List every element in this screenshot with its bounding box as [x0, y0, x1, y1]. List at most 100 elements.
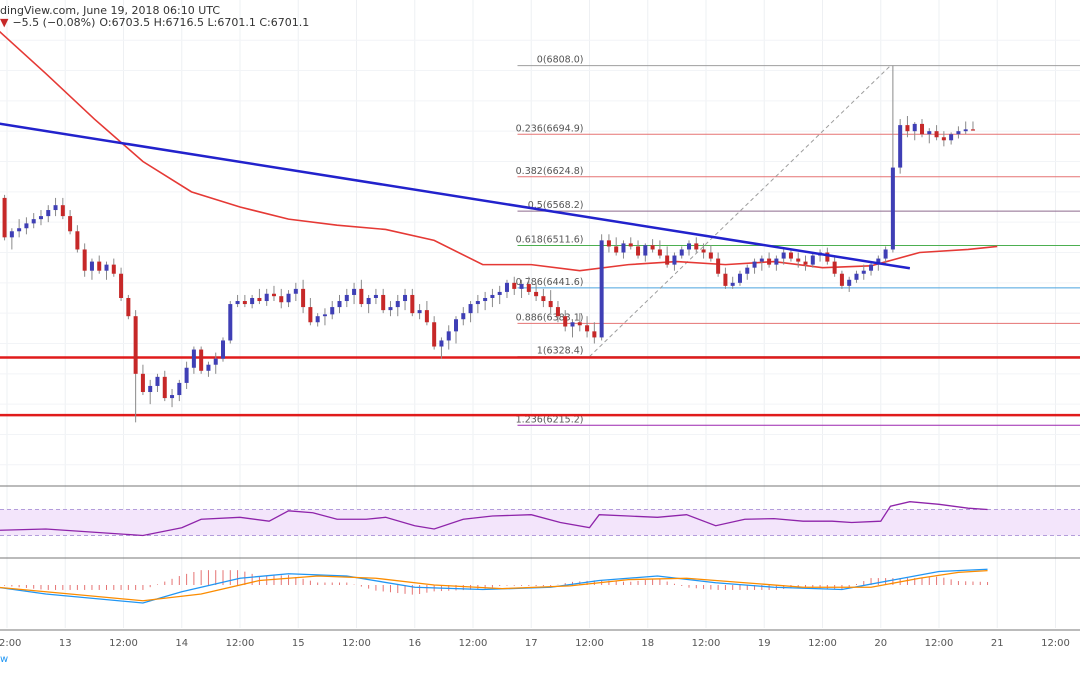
x-axis: 12:00 13 12:00 14 12:00 15 12:00 16 12:00 17 12:00… [0, 638, 1070, 649]
candle-body [417, 310, 422, 314]
candle-body [68, 216, 73, 232]
rsi-band [0, 509, 1080, 536]
candle-body [730, 282, 735, 286]
candle-body [403, 294, 408, 302]
x-tick-label: 21 [991, 638, 1004, 649]
x-tick-label: 12:00 [925, 638, 954, 649]
candle-body [614, 246, 619, 253]
chart-source-date: dingView.com, June 19, 2018 06:10 UTC [0, 3, 221, 17]
fib-label: 1.236(6215.2) [516, 414, 584, 425]
candle-body [301, 288, 306, 308]
x-tick-label: 14 [175, 638, 188, 649]
candle-body [46, 210, 51, 217]
candle-body [832, 261, 837, 274]
candle-body [650, 245, 655, 250]
fib-label: 0.382(6624.8) [516, 166, 584, 177]
candle-body [636, 246, 641, 256]
candle-body [257, 297, 262, 302]
candle-body [82, 249, 87, 271]
candle-body [898, 125, 903, 168]
candle-body [432, 322, 437, 347]
candle-body [796, 258, 801, 262]
x-tick-label: 12:00 [808, 638, 837, 649]
candle-body [934, 131, 939, 138]
candle-body [890, 167, 895, 250]
macd-signal-line [0, 569, 988, 602]
x-tick-label: 12:00 [1041, 638, 1070, 649]
candle-body [162, 376, 167, 399]
chart-header: dingView.com, June 19, 2018 06:10 UTC [0, 0, 220, 20]
candle-body [424, 310, 429, 323]
price-change-arrow-icon: ▼ [0, 15, 9, 29]
candle-body [410, 294, 415, 314]
candle-body [75, 231, 80, 250]
fib-label: 0(6808.0) [537, 55, 584, 66]
macd-line [0, 568, 988, 604]
candle-body [104, 264, 109, 271]
candle-body [359, 288, 364, 305]
x-tick-label: 15 [292, 638, 305, 649]
candle-body [446, 331, 451, 341]
x-tick-label: 20 [874, 638, 887, 649]
candle-body [839, 273, 844, 286]
x-tick-label: 12:00 [226, 638, 255, 649]
candle-body [854, 273, 859, 280]
candle-body [199, 349, 204, 371]
brand-mark: w [0, 654, 9, 665]
candle-body [242, 301, 247, 305]
candle-body [687, 243, 692, 250]
x-tick-label: 16 [408, 638, 421, 649]
fib-label: 0.618(6511.6) [516, 234, 584, 245]
candle-body [60, 205, 65, 217]
candle-body [927, 131, 932, 135]
candle-body [963, 129, 968, 132]
candle-body [170, 395, 175, 399]
fib-label: 0.786(6441.6) [516, 277, 584, 288]
candle-body [519, 284, 524, 289]
candle-body [548, 301, 553, 308]
candle-body [279, 296, 284, 303]
candle-body [271, 293, 276, 297]
x-tick-label: 17 [525, 638, 538, 649]
candle-body [308, 307, 313, 323]
candle-body [577, 322, 582, 326]
candle-body [657, 249, 662, 256]
candle-body [970, 129, 975, 131]
candle-body [17, 228, 22, 232]
fib-label: 0.5(6568.2) [528, 200, 584, 211]
candle-body [497, 291, 502, 295]
candle-body [228, 304, 233, 341]
candle-body [206, 364, 211, 371]
candle-body [2, 197, 7, 238]
candle-body [628, 243, 633, 247]
candles [2, 65, 975, 423]
candle-body [621, 243, 626, 253]
candle-body [883, 249, 888, 259]
candle-body [439, 340, 444, 347]
x-tick-label: 12:00 [459, 638, 488, 649]
macd-histogram [4, 570, 989, 595]
x-tick-label: 12:00 [109, 638, 138, 649]
candle-body [781, 252, 786, 259]
candle-body [861, 270, 866, 274]
candle-body [504, 282, 509, 292]
fib-label: 0.886(6383.1) [516, 312, 584, 323]
fib-levels: 0(6808.0) 0.236(6694.9) 0.382(6624.8) 0.5(6… [516, 55, 1080, 426]
x-tick-label: 12:00 [0, 638, 21, 649]
candle-body [701, 249, 706, 253]
price-change: −5.5 (−0.08%) [12, 15, 96, 29]
candle-body [461, 313, 466, 320]
candle-body [869, 264, 874, 271]
candle-body [184, 367, 189, 383]
candle-body [490, 294, 495, 298]
x-tick-label: 12:00 [692, 638, 721, 649]
candle-body [344, 294, 349, 302]
sma-line [0, 30, 998, 272]
x-tick-label: 19 [758, 638, 771, 649]
candle-body [563, 316, 568, 327]
candle-body [213, 358, 218, 365]
candle-body [708, 252, 713, 259]
candle-body [803, 261, 808, 265]
candle-body [373, 294, 378, 298]
